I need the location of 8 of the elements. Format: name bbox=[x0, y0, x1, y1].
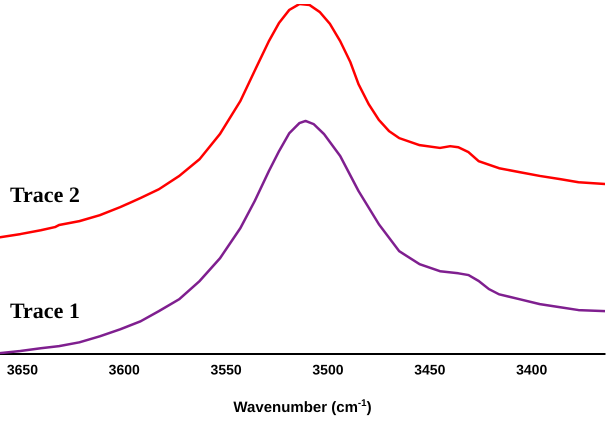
x-tick-label: 3400 bbox=[516, 361, 548, 378]
x-tick-label: 3500 bbox=[312, 361, 344, 378]
x-tick-label: 3550 bbox=[210, 361, 242, 378]
x-tick-label: 3450 bbox=[414, 361, 446, 378]
series-label: Trace 1 bbox=[10, 298, 80, 324]
series-label: Trace 2 bbox=[10, 182, 80, 208]
x-tick-label: 3650 bbox=[6, 361, 38, 378]
x-tick-label: 3600 bbox=[108, 361, 140, 378]
